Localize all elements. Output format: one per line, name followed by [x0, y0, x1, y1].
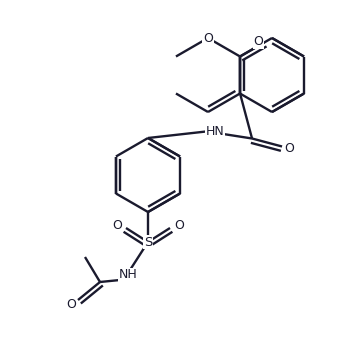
Text: O: O	[112, 218, 122, 231]
Text: HN: HN	[206, 125, 225, 138]
Text: O: O	[253, 35, 263, 48]
Text: O: O	[284, 142, 294, 155]
Text: O: O	[174, 218, 184, 231]
Text: O: O	[203, 31, 213, 45]
Text: S: S	[144, 236, 152, 248]
Text: O: O	[66, 298, 76, 312]
Text: NH: NH	[119, 268, 137, 282]
